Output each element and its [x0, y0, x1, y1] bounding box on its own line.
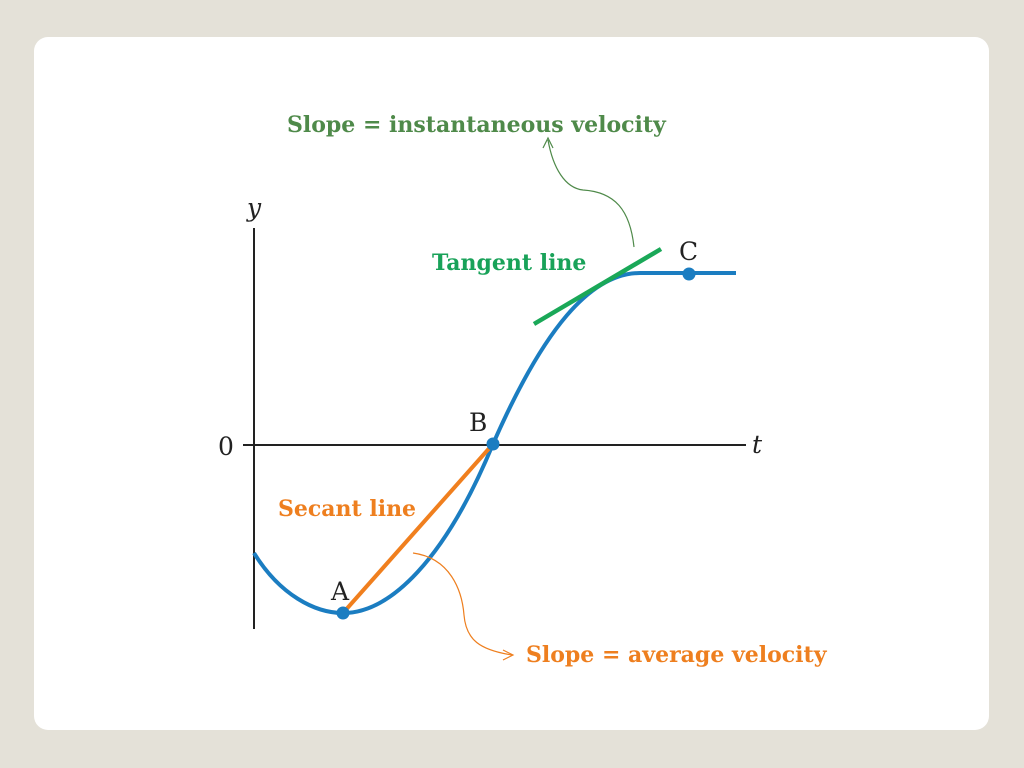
- point-c-label: C: [679, 237, 698, 266]
- average-arrowhead-icon: [502, 649, 515, 661]
- tangent-line: [532, 247, 663, 326]
- x-axis-label: t: [752, 430, 763, 459]
- instantaneous-velocity-label: Slope = instantaneous velocity: [287, 112, 667, 138]
- slide-card: [34, 37, 989, 730]
- origin-label: 0: [218, 432, 234, 461]
- position-curve: [252, 271, 736, 616]
- point-a-marker: [336, 606, 350, 620]
- average-velocity-label: Slope = average velocity: [526, 642, 828, 668]
- point-a-label: A: [330, 577, 350, 606]
- average-arrow: [412, 552, 513, 656]
- instantaneous-arrow: [547, 139, 635, 248]
- instantaneous-arrowhead-icon: [542, 136, 554, 149]
- tangent-line-label: Tangent line: [432, 250, 586, 276]
- point-b-marker: [486, 437, 500, 451]
- secant-line: [341, 442, 495, 615]
- secant-line-label: Secant line: [278, 496, 416, 522]
- point-b-label: B: [469, 408, 487, 437]
- point-c-marker: [682, 267, 696, 281]
- y-axis-label: y: [246, 193, 262, 222]
